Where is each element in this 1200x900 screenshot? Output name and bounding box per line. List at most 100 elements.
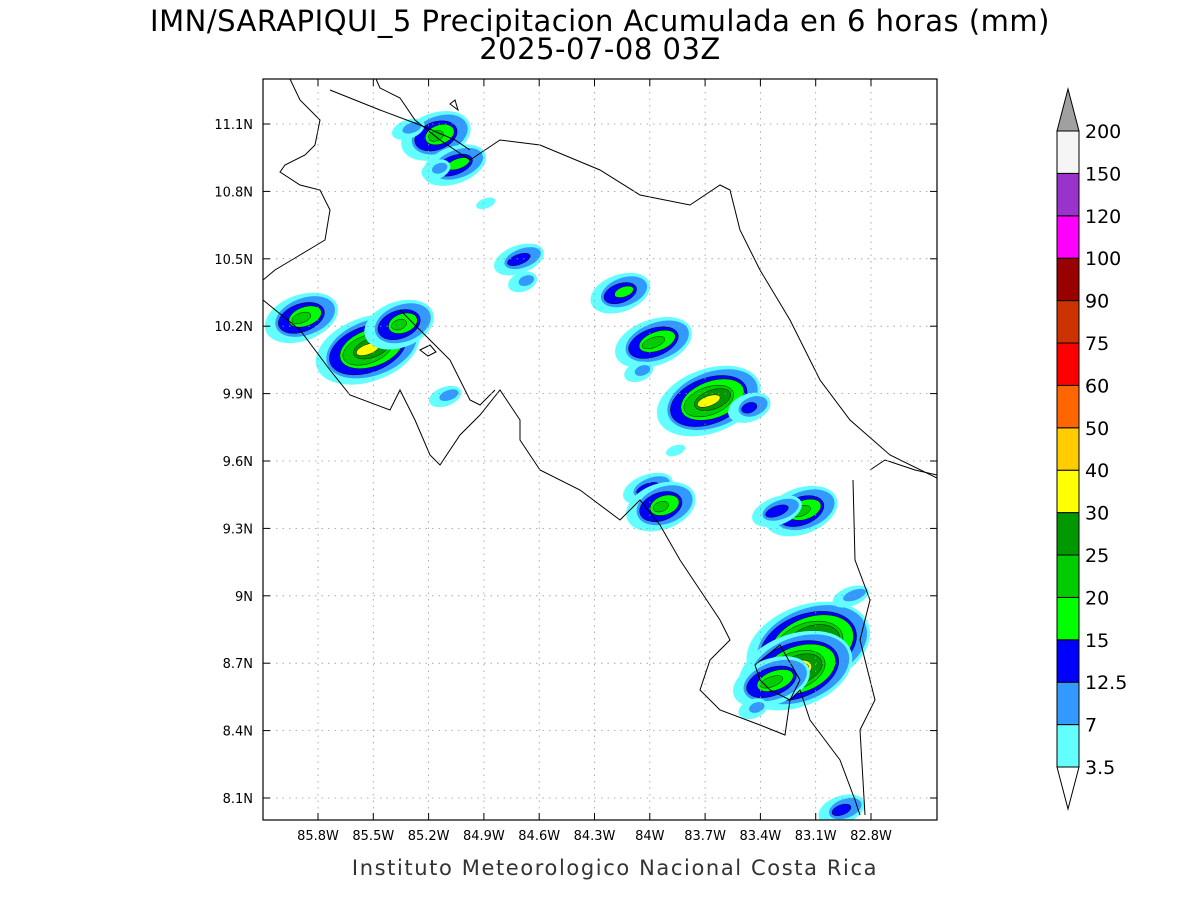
precip-cell [508, 271, 538, 293]
colorbar-swatch [1056, 384, 1080, 429]
precip-cell [832, 585, 869, 608]
institution-footer: Instituto Meteorologico Nacional Costa R… [351, 856, 879, 880]
colorbar-level-label: 60 [1085, 375, 1109, 397]
colorbar-swatch [1056, 130, 1080, 174]
lat-tick-label: 9.6N [223, 455, 253, 470]
precip-contour-band [476, 197, 496, 210]
map-plot-area [262, 78, 938, 821]
northwest-coast [263, 79, 331, 281]
precip-cell [364, 299, 434, 350]
precip-contour-band [391, 319, 407, 331]
precip-cell [624, 361, 654, 383]
precip-contour-band [634, 365, 651, 376]
osa-peninsula [754, 644, 801, 701]
colorbar-swatch [1056, 172, 1080, 217]
colorbar-level-label: 20 [1085, 587, 1109, 609]
precip-cell [615, 317, 692, 369]
colorbar-level-label: 7 [1085, 715, 1097, 737]
panama-border [852, 479, 876, 816]
colorbar-legend: 3.5 7 12.5 15 20 25 30 40 50 60 75 90 100 120 150 200 [1056, 87, 1127, 811]
precip-contour-band [439, 389, 459, 401]
lon-tick-label: 84.6W [518, 829, 560, 844]
lat-tick-label: 10.8N [214, 185, 253, 200]
lon-tick-label: 83.7W [684, 829, 726, 844]
colorbar-level-label: 90 [1085, 291, 1109, 313]
colorbar-level-label: 30 [1085, 503, 1109, 525]
colorbar-swatch [1056, 469, 1080, 514]
colorbar-swatch [1056, 681, 1080, 726]
precip-cell [818, 794, 865, 820]
colorbar-level-label: 50 [1085, 418, 1109, 440]
precip-contour-band [759, 675, 784, 689]
precip-cell [728, 392, 771, 423]
colorbar-swatch [1056, 257, 1080, 302]
lon-tick-label: 83.1W [795, 829, 837, 844]
lon-tick-label: 84.3W [574, 829, 616, 844]
lon-tick-label: 85.8W [297, 829, 339, 844]
nicoya-island [419, 344, 437, 357]
precip-contour-band [831, 803, 852, 816]
precip-contour-band [741, 402, 758, 414]
lake-nicaragua-shore [329, 89, 471, 151]
lat-tick-label: 8.4N [223, 725, 253, 740]
lat-lon-gridlines [263, 79, 937, 820]
colorbar-level-label: 15 [1085, 630, 1109, 652]
map-subtitle-date: 2025-07-08 03Z [479, 32, 721, 66]
precip-contour-band [431, 162, 448, 174]
lat-tick-label: 8.7N [223, 657, 253, 672]
colorbar-level-label: 100 [1085, 248, 1121, 270]
lat-tick-label: 8.1N [223, 792, 253, 807]
lat-tick-label: 9.3N [223, 522, 253, 537]
lon-tick-label: 84W [635, 829, 665, 844]
precip-cell [476, 197, 496, 210]
lon-tick-label: 84.9W [463, 829, 505, 844]
colorbar-swatch [1056, 724, 1080, 768]
precip-contour-band [402, 121, 422, 134]
nicoya-gulf-coast [399, 309, 496, 406]
lat-tick-label: 11.1N [214, 118, 253, 133]
precip-cell [666, 444, 686, 457]
colorbar-swatch [1056, 512, 1080, 556]
precip-cell [493, 243, 544, 276]
colorbar-swatch [1056, 215, 1080, 259]
colorbar-level-label: 40 [1085, 460, 1109, 482]
map-title: IMN/SARAPIQUI_5 Precipitacion Acumulada … [150, 4, 1050, 38]
precip-cell [626, 481, 696, 532]
precip-contour-band [765, 504, 789, 518]
colorbar-under-arrow [1056, 766, 1080, 811]
longitude-axis: 85.8W 85.5W 85.2W 84.9W 84.6W 84.3W 84W 83.7W 83… [297, 79, 892, 844]
small-island [449, 99, 459, 112]
precip-cell [590, 272, 651, 314]
colorbar-over-arrow [1056, 87, 1080, 132]
map-frame [262, 78, 938, 821]
colorbar-level-label: 3.5 [1085, 757, 1115, 779]
costa-rica-pacific-coast [263, 299, 861, 816]
precip-contour-band [843, 588, 866, 602]
lon-tick-label: 85.2W [408, 829, 450, 844]
nicaragua-border [375, 79, 471, 161]
lat-tick-label: 9.9N [223, 388, 253, 403]
lon-tick-label: 83.4W [739, 829, 781, 844]
colorbar-level-label: 150 [1085, 163, 1121, 185]
colorbar-level-label: 75 [1085, 333, 1109, 355]
precip-cell [428, 385, 462, 408]
lon-tick-label: 82.8W [850, 829, 892, 844]
colorbar-swatch [1056, 427, 1080, 471]
precip-contour-band [518, 275, 535, 287]
precip-contour-band [652, 500, 669, 513]
precip-contour-band [291, 311, 312, 324]
colorbar-level-label: 25 [1085, 545, 1109, 567]
costa-rica-caribbean-coast [469, 139, 937, 479]
precip-cell [733, 656, 810, 708]
precip-contour-band [507, 253, 531, 266]
colorbar-level-label: 120 [1085, 206, 1121, 228]
colorbar-swatch [1056, 554, 1080, 598]
lat-tick-label: 9N [235, 590, 253, 605]
colorbar-swatch [1056, 639, 1080, 683]
precip-cell [752, 495, 802, 527]
colorbar-swatch [1056, 342, 1080, 386]
colorbar-swatch [1056, 300, 1080, 344]
coastlines-and-borders [263, 79, 937, 816]
latitude-axis: 11.1N 10.8N 10.5N 10.2N 9.9N 9.6N 9.3N 9N 8.7N 8.… [214, 118, 937, 807]
